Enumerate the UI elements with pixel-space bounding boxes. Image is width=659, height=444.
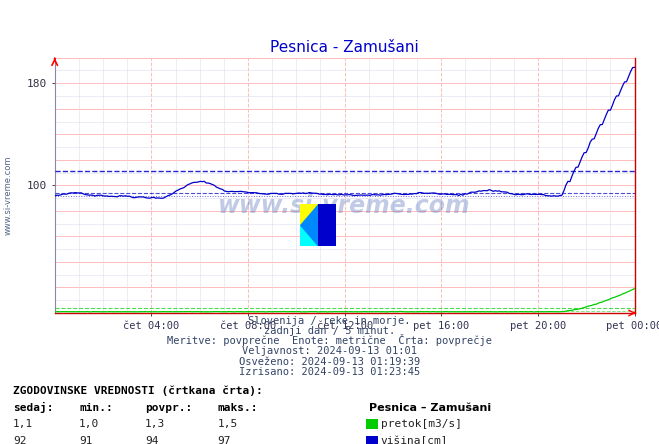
Text: višina[cm]: višina[cm] bbox=[381, 436, 448, 444]
Text: 94: 94 bbox=[145, 436, 158, 444]
Text: 92: 92 bbox=[13, 436, 26, 444]
Text: 1,1: 1,1 bbox=[13, 420, 34, 429]
Bar bbox=[318, 204, 336, 246]
Text: min.:: min.: bbox=[79, 403, 113, 412]
Text: Izrisano: 2024-09-13 01:23:45: Izrisano: 2024-09-13 01:23:45 bbox=[239, 367, 420, 377]
Title: Pesnica - Zamušani: Pesnica - Zamušani bbox=[270, 40, 419, 55]
Text: www.si-vreme.com: www.si-vreme.com bbox=[4, 155, 13, 235]
Text: 97: 97 bbox=[217, 436, 231, 444]
Text: sedaj:: sedaj: bbox=[13, 401, 53, 412]
Text: Pesnica – Zamušani: Pesnica – Zamušani bbox=[369, 403, 491, 412]
Text: Slovenija / reke in morje.: Slovenija / reke in morje. bbox=[248, 316, 411, 326]
Polygon shape bbox=[300, 204, 318, 246]
Text: pretok[m3/s]: pretok[m3/s] bbox=[381, 420, 462, 429]
Text: zadnji dan / 5 minut.: zadnji dan / 5 minut. bbox=[264, 326, 395, 336]
Text: Osveženo: 2024-09-13 01:19:39: Osveženo: 2024-09-13 01:19:39 bbox=[239, 357, 420, 367]
Text: povpr.:: povpr.: bbox=[145, 403, 192, 412]
Text: 1,3: 1,3 bbox=[145, 420, 165, 429]
Text: maks.:: maks.: bbox=[217, 403, 258, 412]
Text: Meritve: povprečne  Enote: metrične  Črta: povprečje: Meritve: povprečne Enote: metrične Črta:… bbox=[167, 334, 492, 346]
Bar bbox=[300, 226, 318, 246]
Text: www.si-vreme.com: www.si-vreme.com bbox=[218, 194, 471, 218]
Text: ZGODOVINSKE VREDNOSTI (črtkana črta):: ZGODOVINSKE VREDNOSTI (črtkana črta): bbox=[13, 385, 263, 396]
Text: Veljavnost: 2024-09-13 01:01: Veljavnost: 2024-09-13 01:01 bbox=[242, 346, 417, 357]
Text: 1,0: 1,0 bbox=[79, 420, 100, 429]
Text: 91: 91 bbox=[79, 436, 92, 444]
Text: 1,5: 1,5 bbox=[217, 420, 238, 429]
Bar bbox=[300, 204, 318, 226]
